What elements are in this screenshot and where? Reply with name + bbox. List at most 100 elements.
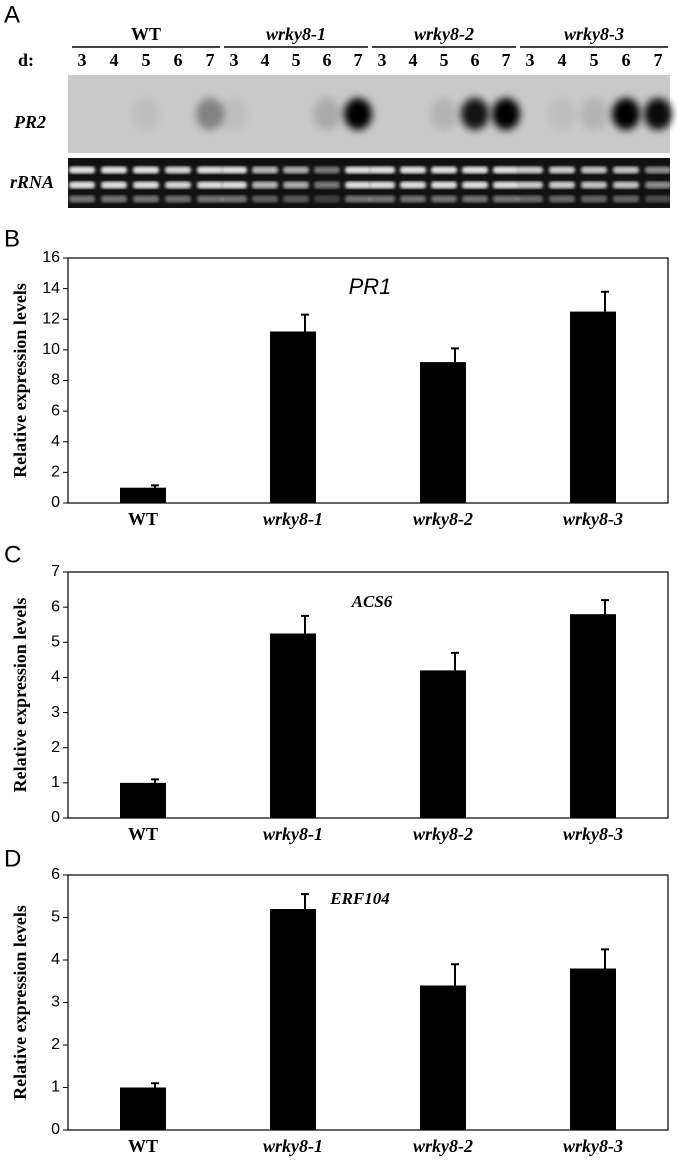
rrna-band	[165, 195, 191, 203]
bar	[270, 633, 316, 818]
rrna-band	[431, 166, 457, 174]
rrna-band	[462, 181, 488, 189]
bar	[270, 909, 316, 1130]
rrna-band	[283, 195, 309, 203]
rrna-band	[165, 166, 191, 174]
y-tick-label: 2	[51, 739, 60, 756]
day-label: 7	[206, 50, 215, 70]
y-tick-label: 2	[51, 464, 60, 481]
rrna-band	[314, 181, 340, 189]
pr2-band	[344, 98, 372, 130]
day-label: 6	[622, 50, 631, 70]
day-label: 4	[558, 50, 567, 70]
y-tick-label: 12	[42, 310, 60, 327]
y-tick-label: 2	[51, 1036, 60, 1053]
x-tick-label: wrky8-1	[263, 824, 323, 844]
y-tick-label: 0	[51, 494, 60, 511]
panel-label: B	[4, 225, 20, 252]
bar	[420, 985, 466, 1130]
rrna-band	[462, 195, 488, 203]
y-tick-label: 7	[51, 563, 60, 580]
rrna-band	[613, 195, 639, 203]
blot-bands	[69, 98, 672, 203]
rrna-band	[613, 181, 639, 189]
rrna-band	[252, 195, 278, 203]
y-tick-label: 8	[51, 372, 60, 389]
bar	[120, 1087, 166, 1130]
x-tick-label: wrky8-3	[563, 509, 623, 529]
rrna-band	[581, 195, 607, 203]
rrna-band	[133, 166, 159, 174]
bar	[420, 362, 466, 503]
rrna-band	[581, 181, 607, 189]
panel-label: D	[4, 845, 21, 872]
rrna-band	[133, 195, 159, 203]
y-axis-label: Relative expression levels	[10, 283, 30, 478]
x-tick-label: wrky8-1	[263, 1136, 323, 1156]
day-prefix: d:	[18, 50, 34, 70]
error-bar	[301, 614, 309, 634]
rrna-band	[613, 166, 639, 174]
rrna-band	[645, 166, 671, 174]
rrna-band	[221, 195, 247, 203]
chart-title: ACS6	[351, 592, 393, 611]
pr2-band	[644, 98, 672, 130]
day-label: 3	[526, 50, 535, 70]
panel-label: A	[4, 1, 20, 28]
pr2-band	[580, 98, 608, 130]
error-bar	[151, 778, 159, 783]
pr2-band	[196, 98, 224, 130]
rrna-band	[549, 181, 575, 189]
bar	[420, 670, 466, 818]
error-bar	[451, 651, 459, 671]
rrna-band	[517, 166, 543, 174]
error-bar	[601, 290, 609, 312]
bar	[570, 614, 616, 818]
rrna-band	[101, 195, 127, 203]
row-label: PR2	[13, 112, 46, 132]
rrna-band	[69, 166, 95, 174]
rrna-band	[493, 181, 519, 189]
rrna-band	[517, 195, 543, 203]
rrna-band	[369, 166, 395, 174]
rrna-band	[133, 181, 159, 189]
y-tick-label: 1	[51, 774, 60, 791]
rrna-band	[314, 166, 340, 174]
day-label: 4	[409, 50, 418, 70]
group-label: wrky8-2	[414, 24, 474, 44]
x-tick-label: WT	[128, 824, 158, 844]
x-tick-label: WT	[128, 509, 158, 529]
x-tick-label: wrky8-2	[413, 509, 473, 529]
rrna-band	[400, 181, 426, 189]
pr2-band	[220, 98, 248, 130]
pr2-band	[612, 98, 640, 130]
rrna-band	[517, 181, 543, 189]
day-label: 5	[142, 50, 151, 70]
bar	[570, 968, 616, 1130]
day-label: 4	[110, 50, 119, 70]
row-label: rRNA	[10, 172, 54, 192]
error-bar	[451, 963, 459, 986]
y-tick-label: 4	[51, 951, 60, 968]
y-axis-label: Relative expression levels	[10, 598, 30, 793]
y-tick-label: 6	[51, 402, 60, 419]
rrna-band	[69, 181, 95, 189]
day-label: 3	[230, 50, 239, 70]
y-tick-label: 4	[51, 669, 60, 686]
error-bar	[301, 893, 309, 909]
error-bar	[151, 1082, 159, 1088]
x-tick-label: wrky8-3	[563, 1136, 623, 1156]
bar	[270, 331, 316, 503]
rrna-band	[252, 166, 278, 174]
rrna-band	[69, 195, 95, 203]
rrna-band	[581, 166, 607, 174]
y-tick-label: 5	[51, 634, 60, 651]
rrna-band	[197, 166, 223, 174]
pr2-band	[132, 98, 160, 130]
pr2-band	[548, 98, 576, 130]
y-tick-label: 16	[42, 249, 60, 266]
day-label: 6	[323, 50, 332, 70]
x-tick-label: wrky8-2	[413, 1136, 473, 1156]
error-bar	[601, 948, 609, 969]
rrna-band	[283, 181, 309, 189]
